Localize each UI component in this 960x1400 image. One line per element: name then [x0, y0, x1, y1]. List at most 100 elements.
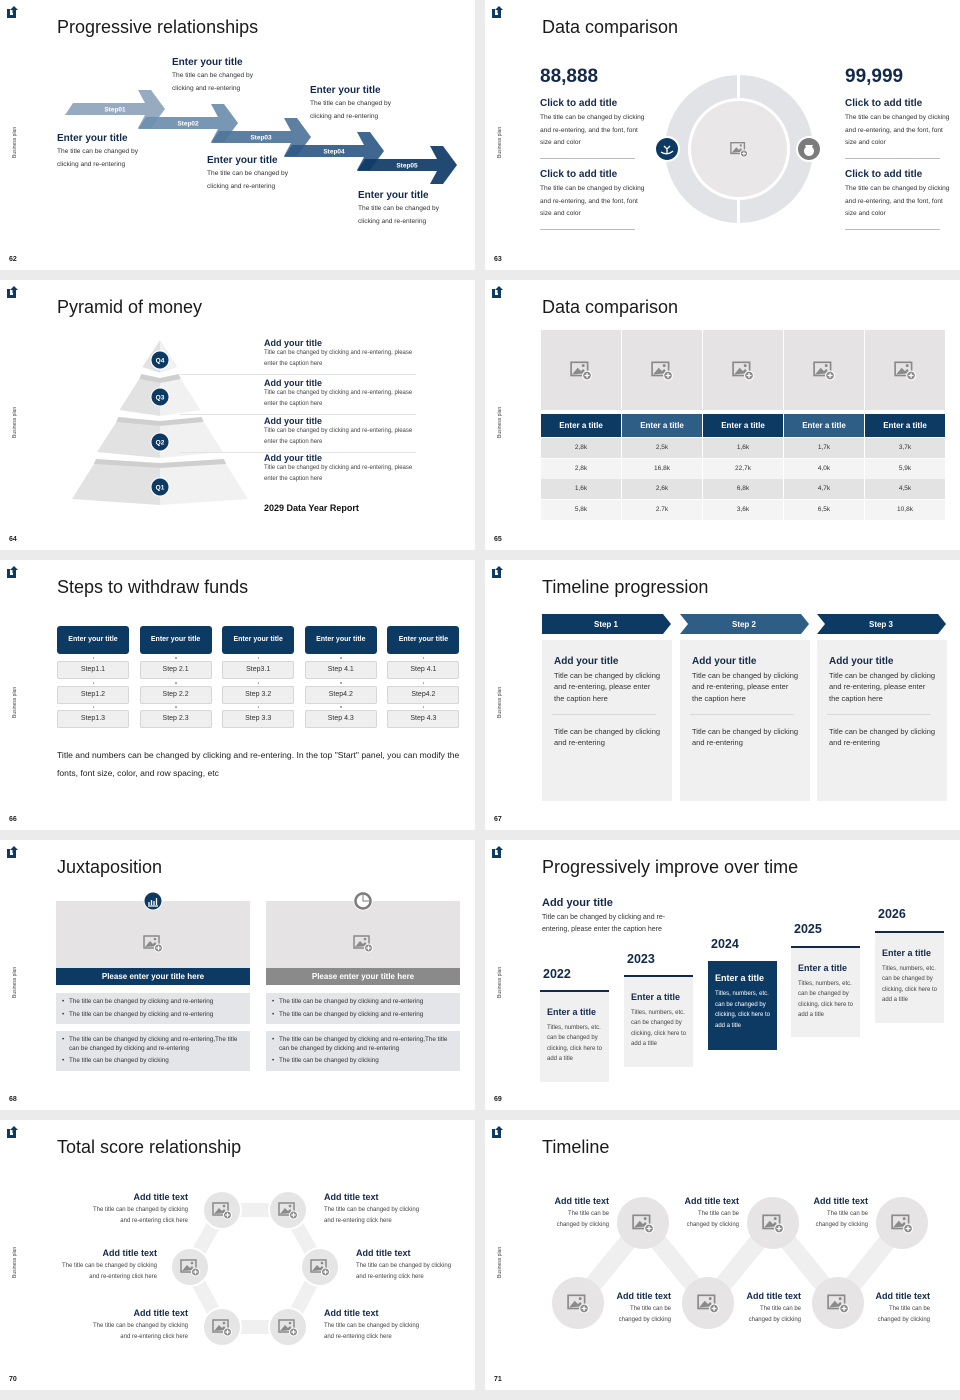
image-placeholder-icon[interactable] — [143, 933, 163, 953]
step-label[interactable]: Step 2.3 — [162, 715, 189, 722]
panel-desc[interactable]: Title can be changed by clicking and re-… — [829, 671, 936, 703]
slide-title[interactable]: Steps to withdraw funds — [57, 577, 249, 597]
step-label[interactable]: Step 4.1 — [410, 666, 437, 673]
slide-title[interactable]: Juxtaposition — [57, 857, 163, 877]
pyramid-level[interactable] — [160, 379, 201, 416]
item-title[interactable]: Add your title — [264, 378, 322, 388]
cell-value[interactable]: 3,6k — [736, 505, 750, 513]
cell-value[interactable]: 10,8k — [897, 505, 913, 513]
block-title[interactable]: Click to add title — [845, 98, 923, 109]
item-title[interactable]: Enter your title — [358, 190, 429, 201]
item-title[interactable]: Add title text — [102, 1248, 157, 1258]
item-title[interactable]: Add title text — [356, 1248, 411, 1258]
item-desc[interactable]: Title can be changed by clicking and re-… — [264, 465, 413, 482]
year-label[interactable]: 2025 — [794, 922, 822, 936]
item-desc[interactable]: The title can be changed by clicking — [748, 1306, 801, 1323]
year-label[interactable]: 2024 — [711, 937, 739, 951]
item-title[interactable]: Add your title — [264, 453, 322, 463]
panel-title[interactable]: Add your title — [554, 656, 619, 667]
card-title[interactable]: Enter a title — [798, 962, 848, 973]
panel-title[interactable]: Add your title — [829, 656, 894, 667]
year-card[interactable]: Enter a title Titles, numbers, etc. can b… — [875, 932, 944, 1023]
node-circle[interactable] — [300, 1247, 340, 1287]
cell-value[interactable]: 6,8k — [736, 485, 750, 492]
slide-title[interactable]: Progressively improve over time — [542, 857, 799, 877]
header-label[interactable]: Enter a title — [559, 421, 603, 430]
report-label[interactable]: 2029 Data Year Report — [264, 503, 359, 513]
image-area[interactable] — [56, 901, 250, 968]
image-placeholder-icon[interactable] — [651, 359, 673, 381]
item-desc[interactable]: The title can be changed by clicking — [556, 1211, 609, 1228]
step-cell[interactable]: Step3.1 — [222, 661, 295, 679]
item-desc[interactable]: The title can be changed by clicking and… — [172, 72, 254, 92]
header-label[interactable]: Enter a title — [721, 421, 765, 430]
step-cell[interactable]: Step 3.3 — [222, 710, 295, 728]
node-circle[interactable] — [268, 1307, 308, 1347]
block-desc[interactable]: The title can be changed by clicking and… — [540, 185, 645, 217]
cell-value[interactable]: 4,0k — [817, 464, 831, 472]
page-number[interactable]: 63 — [494, 256, 502, 263]
item-title[interactable]: Enter your title — [172, 57, 243, 68]
step-cell[interactable]: Step 4.1 — [387, 661, 460, 679]
page-number[interactable]: 65 — [494, 536, 502, 543]
item-title[interactable]: Add title text — [324, 1308, 379, 1318]
step-cell[interactable]: Step 2.2 — [139, 686, 212, 704]
cell-value[interactable]: 4,7k — [817, 485, 831, 492]
block-desc[interactable]: The title can be changed by clicking and… — [845, 185, 950, 217]
image-placeholder-icon[interactable] — [730, 140, 748, 158]
year-card[interactable]: Enter a title Titles, numbers, etc. can b… — [708, 961, 777, 1050]
cell-value[interactable]: 22,7k — [735, 464, 751, 472]
node-circle[interactable] — [617, 1197, 669, 1249]
image-placeholder-icon[interactable] — [732, 359, 754, 381]
panel-note[interactable]: Title can be changed by clicking and re-… — [829, 727, 936, 748]
intro-title[interactable]: Add your title — [542, 897, 613, 909]
image-placeholder-icon[interactable] — [697, 1292, 719, 1314]
item-desc[interactable]: The title can be changed by clicking — [686, 1211, 739, 1228]
item-desc[interactable]: Title can be changed by clicking and re-… — [264, 390, 413, 407]
step-cell[interactable]: Step 2.3 — [139, 710, 212, 728]
pyramid-level[interactable] — [119, 379, 160, 416]
slide-thumbnail[interactable]: Business plan 70 Total score relationship A… — [0, 1120, 475, 1390]
page-number[interactable]: 62 — [9, 256, 17, 263]
slide-title[interactable]: Timeline progression — [542, 577, 709, 597]
step-label[interactable]: Step 3.3 — [245, 715, 272, 722]
year-label[interactable]: 2026 — [878, 907, 906, 921]
item-desc[interactable]: The title can be changed by clicking and… — [92, 1207, 188, 1224]
slide-thumbnail[interactable]: Business plan 64 Pyramid of money Q4 Q3 Q2 Q1 A… — [0, 280, 475, 550]
item-title[interactable]: Add your title — [264, 416, 322, 426]
step-label[interactable]: Step1.2 — [80, 691, 106, 698]
card-desc[interactable]: Titles, numbers, etc. can be changed by … — [715, 991, 771, 1029]
node-circle[interactable] — [268, 1190, 308, 1230]
step-label[interactable]: Step1.3 — [80, 715, 106, 722]
step-label[interactable]: Step4.2 — [411, 691, 436, 698]
panel-desc[interactable]: Title can be changed by clicking and re-… — [692, 671, 799, 703]
item-title[interactable]: Enter your title — [207, 155, 278, 166]
image-placeholder-icon[interactable] — [278, 1317, 298, 1337]
node-circle[interactable] — [747, 1197, 799, 1249]
step-cell[interactable]: Step4.2 — [387, 686, 460, 704]
step-label[interactable]: Step 3.2 — [245, 691, 272, 698]
slide-thumbnail[interactable]: Business plan 69 Progressively improve ove… — [485, 840, 960, 1110]
step-arrow[interactable] — [138, 104, 238, 142]
cell-value[interactable]: 2,8k — [574, 444, 588, 451]
slide-title[interactable]: Progressive relationships — [57, 17, 259, 37]
item-desc[interactable]: The title can be changed by clicking and… — [356, 1263, 452, 1280]
panel-note[interactable]: Title can be changed by clicking and re-… — [554, 727, 661, 748]
image-cell[interactable] — [541, 330, 621, 410]
step-chevron[interactable] — [680, 614, 809, 634]
card-title[interactable]: Enter a title — [882, 947, 932, 958]
item-title[interactable]: Add title text — [324, 1192, 379, 1202]
step-label[interactable]: Step3.1 — [246, 666, 271, 673]
item-desc[interactable]: The title can be changed by clicking and… — [324, 1323, 420, 1340]
header-label[interactable]: Please enter your title here — [311, 972, 415, 981]
item-desc[interactable]: The title can be changed by clicking and… — [207, 170, 289, 190]
page-number[interactable]: 67 — [494, 816, 502, 823]
block-title[interactable]: Click to add title — [540, 169, 618, 180]
header-label[interactable]: Enter a title — [640, 421, 684, 430]
year-label[interactable]: 2023 — [627, 952, 655, 966]
page-number[interactable]: 64 — [9, 536, 17, 543]
panel-desc[interactable]: Title can be changed by clicking and re-… — [554, 671, 661, 703]
step-cell[interactable]: Step 4.3 — [387, 710, 460, 728]
page-number[interactable]: 66 — [9, 816, 17, 823]
node-circle[interactable] — [170, 1247, 210, 1287]
